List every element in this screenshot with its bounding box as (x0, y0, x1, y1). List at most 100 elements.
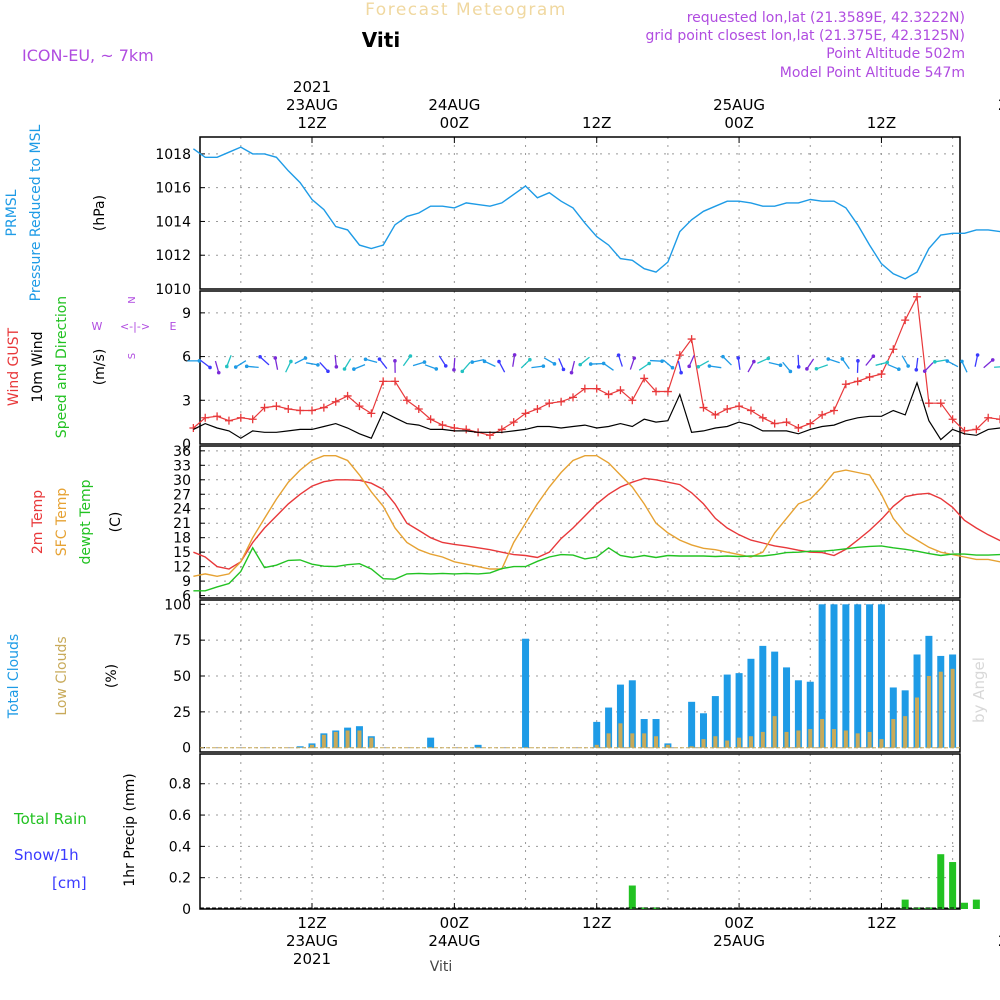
gust-marker (545, 399, 554, 408)
gust-marker (901, 316, 910, 325)
series-10m-wind (193, 380, 1000, 441)
wind-arrow-head (990, 358, 995, 362)
rain-legend: Total Rain (13, 810, 87, 828)
bottom-time-label: 23AUG (286, 932, 338, 950)
total-cloud-bar (605, 707, 613, 748)
gust-marker (794, 423, 803, 432)
bottom-time-label: 00Z (440, 914, 469, 932)
wind-direction-arrow (757, 357, 769, 364)
y-tick-label: 1018 (155, 147, 191, 163)
wind-direction-arrow (235, 360, 247, 368)
wind-direction-arrow (274, 357, 279, 370)
gust-marker (414, 405, 423, 414)
gust-marker (936, 399, 945, 408)
location-name: Viti (362, 28, 400, 52)
wind-ylabel: Speed and Direction (54, 296, 70, 438)
top-time-label: 00Z (440, 114, 469, 132)
wind-arrow-head (788, 369, 793, 374)
wind-arrow-head (569, 370, 574, 375)
top-time-label: 12Z (297, 114, 326, 132)
point-altitude: Point Altitude 502m (826, 46, 965, 62)
gust-marker (924, 399, 933, 408)
panel-frame (199, 445, 961, 599)
wind-direction-arrow (983, 359, 994, 369)
wind-direction-arrow (865, 355, 874, 366)
gust-marker (462, 425, 471, 434)
series-2m-temp (193, 477, 1000, 570)
wind-arrow-head (752, 359, 756, 364)
total-cloud-bar (723, 674, 731, 748)
y-tick-label: 36 (173, 444, 191, 460)
wind-arrow-head (342, 367, 347, 371)
wind-direction-arrow (934, 359, 947, 363)
wind-arrow-head (632, 356, 637, 360)
low-cloud-bar (784, 731, 789, 748)
wind-arrow-head (363, 357, 368, 362)
total-cloud-bar (688, 701, 696, 748)
gust-marker (580, 384, 589, 393)
wind-arrow-head (707, 364, 712, 368)
low-cloud-bar (831, 729, 836, 748)
wind-direction-arrow (531, 365, 544, 369)
low-cloud-bar (725, 740, 730, 748)
watermark: by Angel (970, 657, 988, 723)
total-cloud-bar (806, 681, 814, 748)
wind-direction-arrow (697, 360, 710, 368)
model-label: ICON-EU, ~ 7km (22, 46, 154, 65)
wind-direction-arrow (579, 356, 590, 366)
bottom-time-label: 24AUG (428, 932, 480, 950)
bottom-time-label: 25AUG (713, 932, 765, 950)
wind-direction-arrow (688, 355, 695, 367)
total-cloud-bar (747, 658, 755, 748)
low-cloud-bar (357, 730, 362, 748)
wind-unit: (m/s) (92, 349, 108, 386)
meteogram-title: Forecast Meteogram (365, 0, 567, 20)
gust-marker (640, 374, 649, 383)
total-cloud-bar (877, 604, 885, 748)
wind-arrow-head (778, 363, 783, 368)
y-tick-label: 21 (173, 516, 191, 532)
y-tick-label: 1012 (155, 248, 191, 264)
wind-arrow-head (225, 364, 229, 369)
top-time-label: 24AUG (428, 96, 480, 114)
wind-direction-arrow (828, 358, 840, 364)
series-prmsl (192, 146, 1000, 280)
panel-precip: 0 0.2 0.4 0.6 0.8 (169, 753, 980, 918)
top-time-label: 25AUG (713, 96, 765, 114)
wind-direction-arrow (638, 362, 650, 371)
wind-direction-arrow (246, 365, 259, 369)
wind-arrow-head (273, 356, 278, 360)
wind-arrow-head (197, 359, 202, 363)
gust-marker (592, 384, 601, 393)
total-cloud-bar (794, 680, 802, 748)
wind-arrow-head (541, 364, 546, 368)
wind-arrow-head (660, 359, 664, 363)
gust-marker (984, 413, 993, 422)
wind-arrow-head (814, 367, 819, 371)
bottom-time-label: 26AUG (998, 932, 1000, 950)
total-cloud-bar (522, 638, 530, 748)
clouds-ylabel: Low Clouds (54, 636, 70, 715)
pressure-ylabel: PRMSL (4, 189, 20, 236)
gust-marker (331, 397, 340, 406)
wind-arrow-head (871, 354, 876, 358)
y-tick-label: 30 (173, 473, 191, 489)
low-cloud-bar (369, 737, 374, 748)
wind-arrow-head (258, 355, 262, 359)
wind-arrow-head (443, 364, 448, 368)
gust-marker (343, 391, 352, 400)
y-tick-label: 9 (182, 306, 191, 322)
gust-marker (284, 405, 293, 414)
panel-frame (199, 599, 961, 753)
gust-marker (509, 418, 518, 427)
y-tick-label: 50 (173, 669, 191, 685)
gust-marker (604, 390, 613, 399)
wind-arrow-head (326, 369, 330, 374)
wind-direction-arrow (806, 358, 815, 370)
wind-arrow-head (470, 360, 475, 364)
total-cloud-bar (699, 713, 707, 748)
gust-marker (438, 421, 447, 430)
top-time-label: 12Z (582, 114, 611, 132)
y-tick-label: 15 (173, 545, 191, 561)
total-cloud-bar (866, 604, 874, 748)
